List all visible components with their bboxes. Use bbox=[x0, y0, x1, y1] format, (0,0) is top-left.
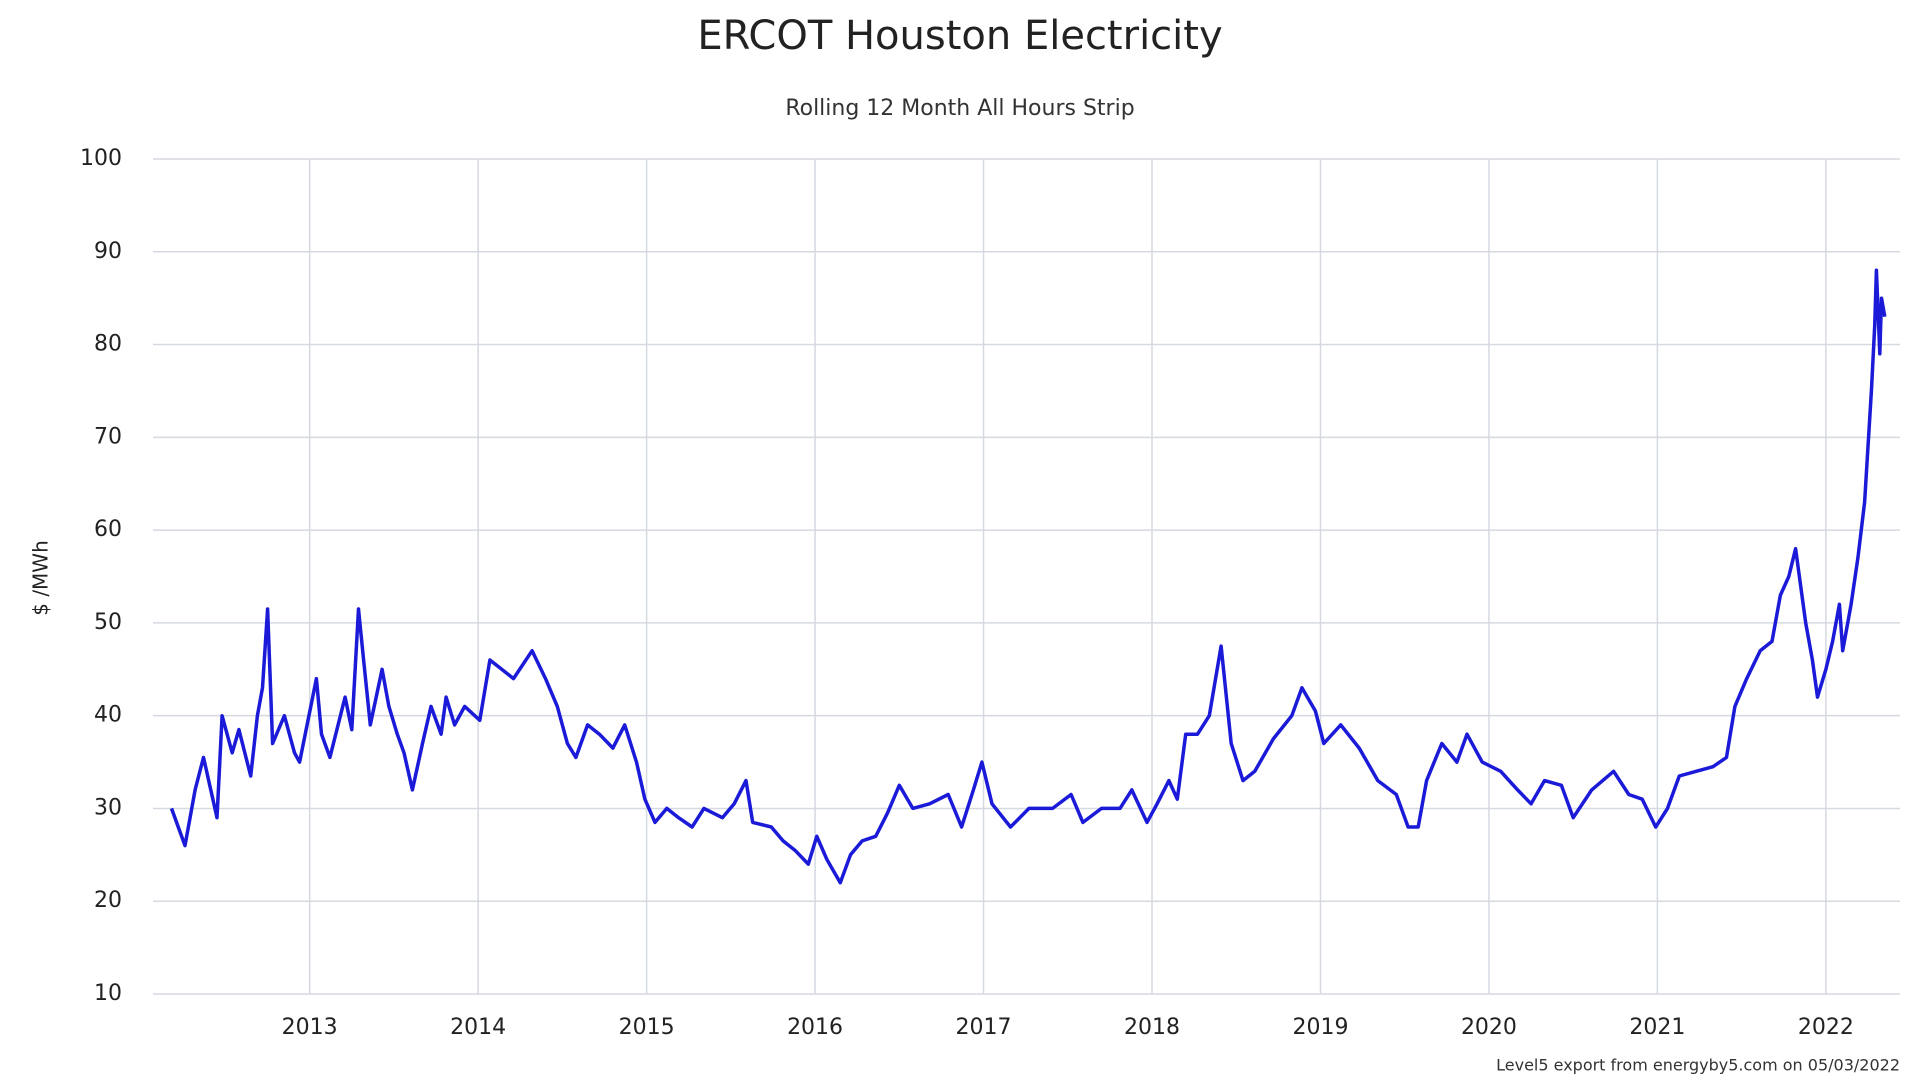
chart-subtitle: Rolling 12 Month All Hours Strip bbox=[785, 96, 1134, 121]
y-tick-label: 10 bbox=[94, 981, 122, 1006]
chart-title: ERCOT Houston Electricity bbox=[697, 13, 1222, 59]
y-tick-label: 20 bbox=[94, 888, 122, 913]
x-tick-label: 2019 bbox=[1292, 1015, 1348, 1040]
y-tick-label: 60 bbox=[94, 517, 122, 542]
y-tick-label: 30 bbox=[94, 795, 122, 820]
footnote: Level5 export from energyby5.com on 05/0… bbox=[1496, 1056, 1900, 1075]
x-tick-label: 2021 bbox=[1629, 1015, 1685, 1040]
line-series bbox=[169, 268, 1887, 885]
y-tick-label: 90 bbox=[94, 239, 122, 264]
y-tick-label: 50 bbox=[94, 610, 122, 635]
x-tick-label: 2014 bbox=[450, 1015, 506, 1040]
y-tick-label: 100 bbox=[80, 146, 122, 171]
y-tick-label: 40 bbox=[94, 703, 122, 728]
x-tick-label: 2016 bbox=[787, 1015, 843, 1040]
x-tick-label: 2018 bbox=[1124, 1015, 1180, 1040]
x-tick-label: 2013 bbox=[282, 1015, 338, 1040]
y-axis-label: $ /MWh bbox=[29, 540, 53, 616]
x-tick-label: 2022 bbox=[1798, 1015, 1854, 1040]
y-tick-label: 80 bbox=[94, 332, 122, 357]
x-tick-label: 2017 bbox=[956, 1015, 1012, 1040]
x-tick-label: 2020 bbox=[1461, 1015, 1517, 1040]
x-tick-label: 2015 bbox=[619, 1015, 675, 1040]
y-tick-label: 70 bbox=[94, 424, 122, 449]
